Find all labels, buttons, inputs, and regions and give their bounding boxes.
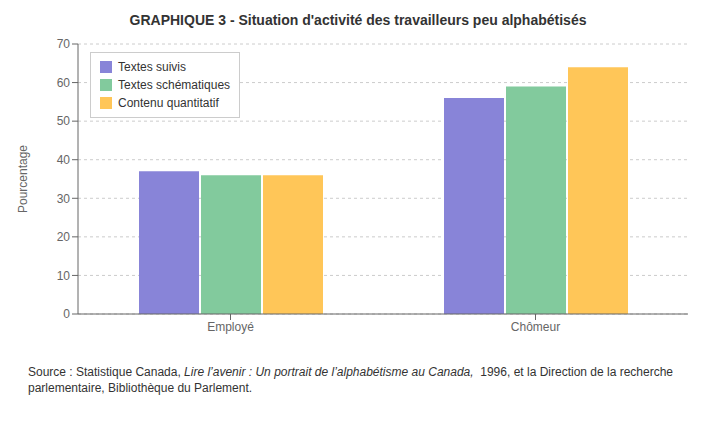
svg-text:10: 10: [57, 269, 71, 283]
svg-text:Pourcentage: Pourcentage: [16, 145, 30, 213]
html-text:Source : Statistique Canada, L: Source : Statistique Canada, Lire l’aven…: [28, 365, 673, 395]
html-text:GRAPHIQUE 3 - Situation d'acti: GRAPHIQUE 3 - Situation d'activité des t…: [129, 12, 587, 28]
svg-text:60: 60: [57, 76, 71, 90]
html-text:Textes suivis: Textes suivis: [118, 60, 186, 74]
svg-text:30: 30: [57, 192, 71, 206]
svg-text:50: 50: [57, 114, 71, 128]
svg-text:20: 20: [57, 230, 71, 244]
html-text:Textes schématiques: Textes schématiques: [118, 78, 231, 92]
svg-text:0: 0: [63, 307, 70, 321]
svg-text:Chômeur: Chômeur: [511, 320, 560, 334]
html-text:Contenu quantitatif: Contenu quantitatif: [118, 96, 219, 110]
svg-text:Employé: Employé: [207, 320, 254, 334]
svg-text:70: 70: [57, 37, 71, 51]
svg-text:40: 40: [57, 153, 71, 167]
